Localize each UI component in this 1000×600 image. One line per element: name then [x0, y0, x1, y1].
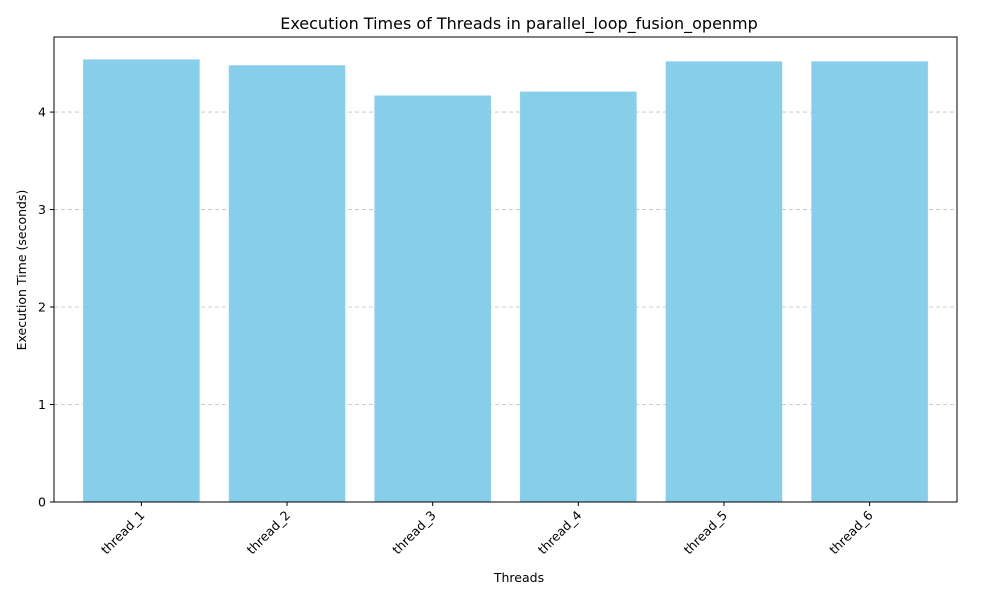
y-tick-label: 1: [38, 397, 46, 412]
bars: [83, 59, 928, 503]
bar-thread_2: [228, 65, 346, 502]
bar-thread_4: [520, 91, 637, 503]
x-axis-label: Threads: [493, 570, 544, 585]
bar-thread_3: [374, 95, 491, 502]
y-tick-label: 0: [38, 495, 46, 510]
bar-thread_6: [811, 61, 928, 503]
y-axis-ticks: 0 1 2 3 4: [38, 105, 54, 510]
grid-lines: [54, 111, 957, 405]
plot-frame: [53, 36, 958, 503]
bar-thread_1: [83, 59, 200, 502]
y-tick-label: 4: [38, 105, 46, 120]
y-tick-label: 2: [38, 300, 46, 315]
y-axis-label: Execution Time (seconds): [14, 190, 29, 351]
chart-title: Execution Times of Threads in parallel_l…: [280, 14, 758, 34]
bar-thread_5: [665, 61, 783, 503]
y-tick-label: 3: [38, 202, 46, 217]
